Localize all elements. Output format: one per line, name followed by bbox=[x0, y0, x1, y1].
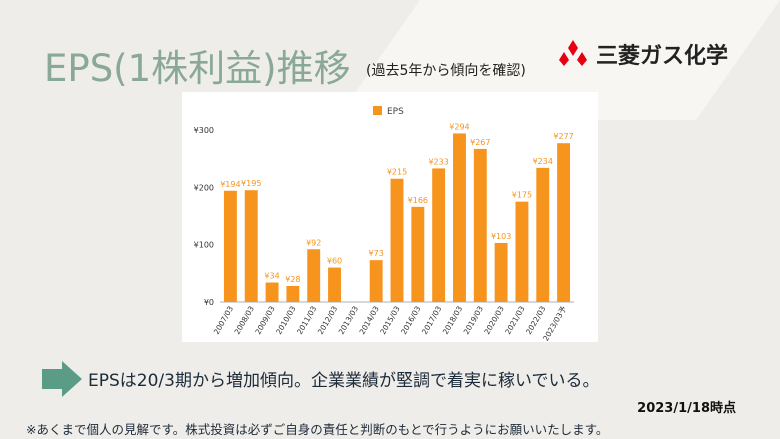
as-of-date: 2023/1/18時点 bbox=[637, 401, 736, 416]
data-label: ¥194 bbox=[220, 180, 240, 189]
bar-2011/03 bbox=[307, 249, 321, 302]
bar-2007/03 bbox=[223, 190, 237, 302]
bar-2009/03 bbox=[265, 282, 279, 302]
data-label: ¥294 bbox=[449, 122, 469, 131]
bar-2022/03 bbox=[536, 167, 550, 302]
data-label: ¥267 bbox=[470, 138, 490, 147]
bar-2020/03 bbox=[494, 242, 508, 302]
data-label: ¥233 bbox=[428, 157, 448, 166]
bar-2018/03 bbox=[453, 133, 466, 302]
arrow-right-icon bbox=[42, 361, 82, 397]
y-tick-label: ¥100 bbox=[194, 241, 214, 250]
data-label: ¥215 bbox=[387, 168, 407, 177]
legend-label: EPS bbox=[387, 107, 404, 117]
bar-2016/03 bbox=[411, 206, 425, 302]
slide-title: EPS(1株利益)推移 bbox=[44, 47, 351, 90]
y-tick-label: ¥300 bbox=[194, 126, 214, 135]
y-tick-label: ¥200 bbox=[194, 183, 214, 192]
disclaimer-text: ※あくまで個人の見解です。株式投資は必ずご自身の責任と判断のもとで行うようにお願… bbox=[26, 422, 609, 437]
bar-2008/03 bbox=[244, 190, 258, 302]
bar-2019/03 bbox=[473, 148, 487, 302]
bar-2021/03 bbox=[515, 201, 529, 302]
data-label: ¥234 bbox=[533, 157, 553, 166]
bar-2015/03 bbox=[390, 178, 404, 302]
bar-2023/03予 bbox=[557, 143, 571, 302]
bar-2012/03 bbox=[328, 267, 341, 302]
eps-bar-chart: EPS ¥0 ¥100 ¥200 ¥300 ¥194 ¥195 ¥34 ¥28 ¥92 ¥60 ¥… bbox=[194, 106, 574, 342]
data-label: ¥60 bbox=[327, 257, 342, 266]
data-label: ¥166 bbox=[408, 196, 428, 205]
data-label: ¥103 bbox=[491, 232, 511, 241]
conclusion-text: EPSは20/3期から増加傾向。企業業績が堅調で着実に稼いでいる。 bbox=[88, 371, 600, 391]
bar-2014/03 bbox=[369, 260, 383, 302]
chart-legend: EPS bbox=[373, 106, 404, 117]
y-tick-label: ¥0 bbox=[204, 298, 214, 307]
data-label: ¥175 bbox=[512, 191, 532, 200]
data-label: ¥92 bbox=[306, 238, 321, 247]
company-logo: 三菱ガス化学 bbox=[558, 36, 728, 72]
eps-chart: EPS ¥0 ¥100 ¥200 ¥300 ¥194 ¥195 ¥34 ¥28 ¥92 ¥60 ¥… bbox=[182, 92, 598, 342]
bar-2017/03 bbox=[432, 168, 446, 302]
data-label: ¥195 bbox=[241, 179, 261, 188]
data-label: ¥28 bbox=[285, 275, 300, 284]
three-diamonds-icon bbox=[559, 40, 587, 66]
logo-text: 三菱ガス化学 bbox=[596, 44, 729, 69]
data-label: ¥277 bbox=[553, 132, 573, 141]
data-label: ¥34 bbox=[264, 272, 279, 281]
slide-subtitle: (過去5年から傾向を確認) bbox=[366, 63, 526, 79]
data-label: ¥73 bbox=[369, 249, 384, 258]
legend-swatch bbox=[373, 106, 382, 115]
bar-2010/03 bbox=[286, 285, 300, 302]
